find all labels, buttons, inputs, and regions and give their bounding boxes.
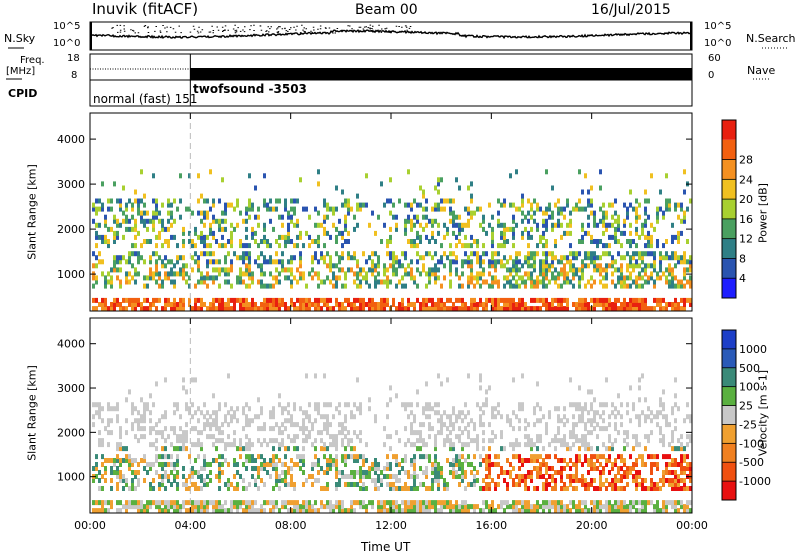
nave-tick-top: 60 (708, 53, 721, 64)
date-title: 16/Jul/2015 (591, 2, 671, 18)
velocity-cb-label-4: -25 (739, 418, 757, 431)
velocity-colorbar-seg-3 (722, 424, 736, 444)
power-cb-label-6: 28 (739, 154, 753, 167)
station-title: Inuvik (fitACF) (92, 0, 199, 18)
power-colorbar-seg-6 (722, 159, 736, 180)
power-cb-label-0: 4 (739, 272, 746, 285)
freq-tick-bottom: 8 (71, 70, 78, 81)
freq-nave-twofsound (190, 68, 693, 80)
power-cb-label-1: 8 (739, 252, 746, 265)
cpid-mode-1: normal (fast) 151 (93, 92, 198, 106)
velocity-cb-label-7: -1000 (739, 475, 771, 488)
velocity-ytick-label-0: 1000 (57, 471, 85, 484)
noise-tick-left-top: 10^5 (53, 21, 81, 32)
velocity-cb-label-1: 500 (739, 362, 760, 375)
velocity-colorbar-seg-7 (722, 348, 736, 368)
velocity-ytick-label-1: 2000 (57, 426, 85, 439)
xtick-label-6: 00:00 (676, 519, 708, 532)
power-colorbar-seg-7 (722, 139, 736, 160)
nsky-trace (89, 29, 693, 40)
noise-tick-right-top: 10^5 (704, 21, 732, 32)
xtick-label-5: 20:00 (576, 519, 608, 532)
cpid-mode-2: twofsound -3503 (193, 82, 307, 96)
nave-label: Nave (747, 64, 776, 77)
power-panel (92, 169, 692, 312)
power-cb-label-3: 16 (739, 213, 753, 226)
velocity-colorbar-seg-6 (722, 367, 736, 387)
power-colorbar-seg-5 (722, 179, 736, 200)
velocity-cb-label-6: -500 (739, 456, 764, 469)
power-colorbar-seg-0 (722, 278, 736, 298)
freq-tick-top: 18 (67, 53, 80, 64)
velocity-colorbar-seg-4 (722, 405, 736, 425)
velocity-colorbar-seg-1 (722, 462, 736, 482)
xtick-label-0: 00:00 (74, 519, 106, 532)
power-colorbar-seg-1 (722, 258, 736, 279)
xtick-label-2: 08:00 (275, 519, 307, 532)
velocity-cb-label-3: 25 (739, 400, 753, 413)
xtick-label-3: 12:00 (375, 519, 407, 532)
x-axis-label: Time UT (361, 540, 411, 554)
beam-title: Beam 00 (355, 2, 418, 18)
cpid-label: CPID (8, 87, 38, 100)
power-ytick-label-3: 4000 (57, 133, 85, 146)
cpid-panel-frame (89, 79, 693, 107)
xtick-label-4: 16:00 (475, 519, 507, 532)
velocity-colorbar-seg-2 (722, 443, 736, 463)
velocity-colorbar-seg-8 (722, 330, 736, 349)
velocity-cb-label-5: -100 (739, 437, 764, 450)
power-colorbar-seg-3 (722, 218, 736, 239)
velocity-ytick-label-2: 3000 (57, 382, 85, 395)
freq-unit-label: [MHz] (6, 66, 36, 77)
nsearch-label: N.Search (746, 32, 796, 45)
power-ytick-label-0: 1000 (57, 268, 85, 281)
power-ytick-label-2: 3000 (57, 178, 85, 191)
velocity-colorbar-seg-5 (722, 386, 736, 406)
power-cb-label-4: 20 (739, 193, 753, 206)
nsearch-points (111, 24, 412, 34)
power-cb-label-2: 12 (739, 233, 753, 246)
freq-label: Freq. (20, 55, 45, 66)
velocity-cb-label-2: 100 (739, 381, 760, 394)
power-colorbar-frame (721, 119, 737, 299)
velocity-cb-label-0: 1000 (739, 343, 767, 356)
power-colorbar-seg-8 (722, 120, 736, 140)
power-cb-label-5: 24 (739, 173, 753, 186)
xtick-label-1: 04:00 (174, 519, 206, 532)
power-ytick-label-1: 2000 (57, 223, 85, 236)
velocity-colorbar-frame (721, 329, 737, 501)
noise-tick-right-bottom: 10^0 (704, 38, 732, 49)
power-colorbar-seg-2 (722, 238, 736, 259)
nsky-label: N.Sky (4, 32, 36, 45)
noise-tick-left-bottom: 10^0 (53, 38, 81, 49)
nave-tick-bottom: 0 (708, 70, 715, 81)
velocity-ytick-label-3: 4000 (57, 338, 85, 351)
velocity-panel (92, 373, 692, 514)
power-colorbar-seg-4 (722, 199, 736, 219)
velocity-colorbar-seg-0 (722, 481, 736, 500)
